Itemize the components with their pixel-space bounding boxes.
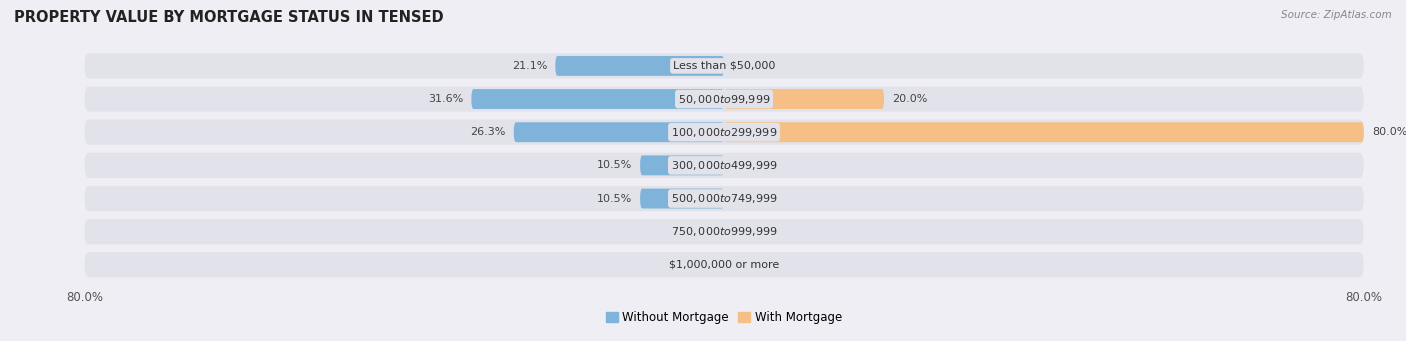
Text: 0.0%: 0.0% <box>733 160 761 170</box>
Text: 0.0%: 0.0% <box>733 227 761 237</box>
Text: Source: ZipAtlas.com: Source: ZipAtlas.com <box>1281 10 1392 20</box>
Text: 10.5%: 10.5% <box>598 194 633 204</box>
Text: $1,000,000 or more: $1,000,000 or more <box>669 260 779 270</box>
Text: $500,000 to $749,999: $500,000 to $749,999 <box>671 192 778 205</box>
Text: 0.0%: 0.0% <box>688 227 716 237</box>
Text: 10.5%: 10.5% <box>598 160 633 170</box>
Text: Less than $50,000: Less than $50,000 <box>673 61 775 71</box>
FancyBboxPatch shape <box>84 186 1364 211</box>
FancyBboxPatch shape <box>724 122 1364 142</box>
Text: 0.0%: 0.0% <box>688 260 716 270</box>
FancyBboxPatch shape <box>84 53 1364 78</box>
Text: 20.0%: 20.0% <box>891 94 928 104</box>
Text: 0.0%: 0.0% <box>733 194 761 204</box>
FancyBboxPatch shape <box>84 252 1364 278</box>
FancyBboxPatch shape <box>84 120 1364 145</box>
FancyBboxPatch shape <box>555 56 724 76</box>
FancyBboxPatch shape <box>84 153 1364 178</box>
Text: 26.3%: 26.3% <box>471 127 506 137</box>
FancyBboxPatch shape <box>513 122 724 142</box>
Text: 31.6%: 31.6% <box>429 94 464 104</box>
Text: PROPERTY VALUE BY MORTGAGE STATUS IN TENSED: PROPERTY VALUE BY MORTGAGE STATUS IN TEN… <box>14 10 444 25</box>
FancyBboxPatch shape <box>84 219 1364 244</box>
Text: $300,000 to $499,999: $300,000 to $499,999 <box>671 159 778 172</box>
Text: $50,000 to $99,999: $50,000 to $99,999 <box>678 92 770 106</box>
Text: 21.1%: 21.1% <box>512 61 547 71</box>
FancyBboxPatch shape <box>471 89 724 109</box>
FancyBboxPatch shape <box>640 155 724 175</box>
Legend: Without Mortgage, With Mortgage: Without Mortgage, With Mortgage <box>606 311 842 324</box>
FancyBboxPatch shape <box>84 87 1364 112</box>
Text: 80.0%: 80.0% <box>1372 127 1406 137</box>
FancyBboxPatch shape <box>724 89 884 109</box>
Text: $750,000 to $999,999: $750,000 to $999,999 <box>671 225 778 238</box>
Text: 0.0%: 0.0% <box>733 61 761 71</box>
Text: $100,000 to $299,999: $100,000 to $299,999 <box>671 126 778 139</box>
FancyBboxPatch shape <box>640 189 724 208</box>
Text: 0.0%: 0.0% <box>733 260 761 270</box>
